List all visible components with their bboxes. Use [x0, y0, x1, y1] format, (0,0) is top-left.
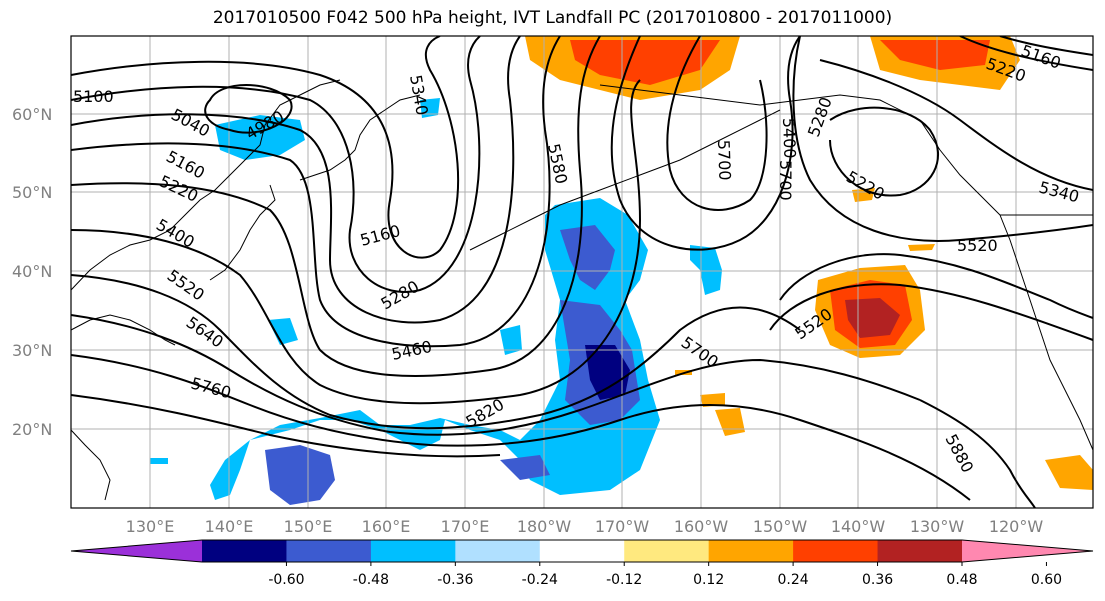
colorbar-segment: [202, 540, 287, 562]
coast-north-america: [999, 214, 1093, 451]
contour-ridge-1: [610, 36, 801, 251]
contour-e3: [819, 59, 1093, 191]
contour-label: 5700: [776, 160, 795, 201]
contour-label: 5400: [779, 117, 799, 158]
contour-ridge-2: [666, 36, 768, 211]
lat-label: 30°N: [12, 341, 52, 360]
colorbar-tick-label: -0.24: [522, 572, 558, 588]
coast-korea-china: [71, 314, 176, 346]
contour-e6: [919, 399, 1036, 508]
colorbar-extend-high: [962, 540, 1093, 562]
ivt-positive-ne-core: [880, 40, 990, 70]
colorbar-outline: [70, 539, 1094, 563]
ivt-positive-east-pacific-core: [845, 298, 900, 338]
ivt-small-3: [420, 98, 440, 118]
lon-label: 170°W: [595, 517, 650, 536]
coast-asia: [71, 79, 341, 291]
ivt-negative-region-main: [210, 198, 660, 500]
contour-label: 5520: [957, 236, 998, 255]
lon-label: 130°W: [910, 517, 965, 536]
lat-label: 50°N: [12, 183, 52, 202]
lon-label: 160°W: [674, 517, 729, 536]
ivt-mid-region-4: [500, 455, 550, 480]
colorbar-tick-label: 0.48: [946, 572, 977, 588]
lon-label: 150°W: [753, 517, 808, 536]
colorbar: -0.60 -0.48 -0.36 -0.24 -0.12 0.12 0.24 0.36 0.4…: [70, 539, 1094, 588]
colorbar-tick-label: 0.60: [1031, 572, 1062, 588]
coast-aleutians: [469, 109, 781, 251]
contour-e4: [779, 253, 1093, 319]
ivt-mid-region-3: [265, 445, 335, 505]
lon-label: 150°E: [284, 517, 333, 536]
contour-7: [71, 274, 801, 430]
colorbar-tick-label: 0.36: [862, 572, 893, 588]
lon-label: 180°W: [517, 517, 572, 536]
contour-8: [71, 314, 921, 436]
contour-ne2: [999, 36, 1093, 56]
contour-ne: [959, 36, 1093, 71]
ivt-positive-small-1: [700, 393, 725, 407]
colorbar-tick-label: 0.12: [693, 572, 724, 588]
colorbar-tick-label: 0.24: [778, 572, 809, 588]
ivt-small-4: [150, 458, 168, 464]
ivt-positive-small-3: [1045, 455, 1093, 490]
colorbar-tick-label: -0.48: [353, 572, 389, 588]
colorbar-extend-low: [71, 540, 202, 562]
contour-e5: [769, 283, 1093, 341]
colorbar-tick-label: -0.36: [437, 572, 473, 588]
lat-label: 60°N: [12, 105, 52, 124]
colorbar-segment: [539, 540, 625, 562]
ivt-negative-fields: [150, 98, 722, 505]
colorbar-segment: [455, 540, 541, 562]
colorbar-segment: [286, 540, 372, 562]
lat-label: 20°N: [12, 420, 52, 439]
coast-se-asia: [71, 429, 111, 501]
lon-label: 140°W: [831, 517, 886, 536]
lat-label: 40°N: [12, 262, 52, 281]
contour-3: [71, 36, 521, 324]
ivt-mid-region: [560, 225, 615, 290]
lon-label: 130°E: [126, 517, 175, 536]
colorbar-segment: [370, 540, 456, 562]
ivt-small-1: [268, 318, 298, 345]
lon-label: 170°E: [441, 517, 490, 536]
contour-label: 5700: [714, 139, 734, 180]
colorbar-segment: [624, 540, 710, 562]
lon-label: 160°E: [362, 517, 411, 536]
contour-6: [71, 79, 642, 405]
ivt-small-2: [500, 325, 522, 355]
coast-alaska: [599, 84, 1001, 216]
colorbar-segment: [877, 540, 963, 562]
contour-2: [71, 36, 481, 293]
lat-axis: 60°N 50°N 40°N 30°N 20°N: [12, 105, 52, 439]
colorbar-tick-label: -0.60: [268, 572, 304, 588]
colorbar-segment: [793, 540, 879, 562]
ivt-positive-small-5: [908, 244, 935, 251]
map-border: [70, 35, 1094, 509]
lon-label: 120°W: [989, 517, 1044, 536]
contour-4: [71, 36, 561, 348]
contour-10: [71, 394, 501, 458]
coast-kamchatka: [299, 94, 421, 181]
coast-japan: [209, 184, 276, 281]
contour-trough-e: [792, 36, 1093, 242]
colorbar-segment: [708, 540, 794, 562]
contour-9: [71, 354, 971, 501]
ivt-dark-core: [585, 345, 630, 400]
contour-low-center: [204, 84, 293, 134]
height-contours: [71, 36, 1093, 508]
contour-5: [71, 36, 601, 377]
map-title: 2017010500 F042 500 hPa height, IVT Land…: [212, 8, 893, 28]
lon-axis: 130°E 140°E 150°E 160°E 170°E 180°W 170°…: [126, 517, 1044, 536]
lon-label: 140°E: [205, 517, 254, 536]
contour-label: 5100: [73, 87, 114, 106]
colorbar-tick-label: -0.12: [606, 572, 642, 588]
contour-trough-e2: [829, 106, 940, 197]
coastlines: [71, 79, 1093, 501]
contour-1: [71, 36, 460, 259]
ivt-light-rim: [690, 245, 722, 295]
